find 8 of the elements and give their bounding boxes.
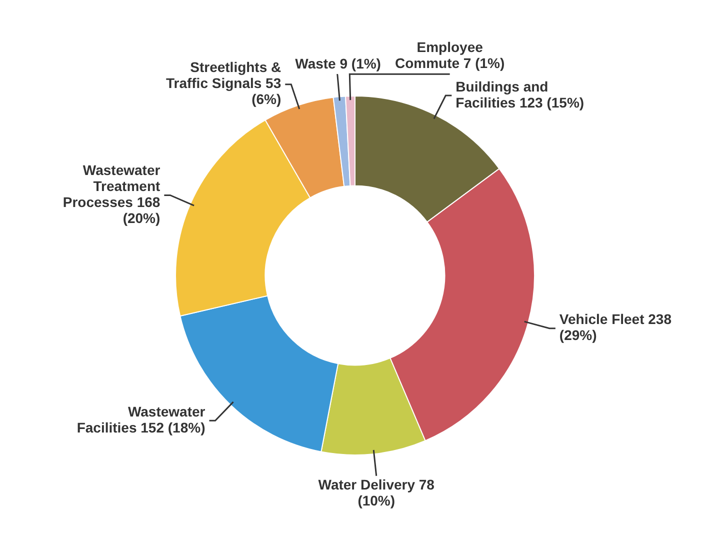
slice-label: Buildings and Facilities 123 (15%) xyxy=(456,78,584,110)
slice-label: Water Delivery 78 (10%) xyxy=(318,476,435,509)
slice-label: Wastewater Treatment Processes 168 (20%) xyxy=(62,162,161,226)
slice-label: Vehicle Fleet 238 (29%) xyxy=(559,311,672,344)
slice-label: Streetlights & Traffic Signals 53 (6%) xyxy=(166,59,282,108)
slice-label: Waste 9 (1%) xyxy=(295,56,381,72)
slice-label: Employee Commute 7 (1%) xyxy=(394,38,505,71)
slice-label: Wastewater Facilities 152 (18%) xyxy=(76,404,206,436)
